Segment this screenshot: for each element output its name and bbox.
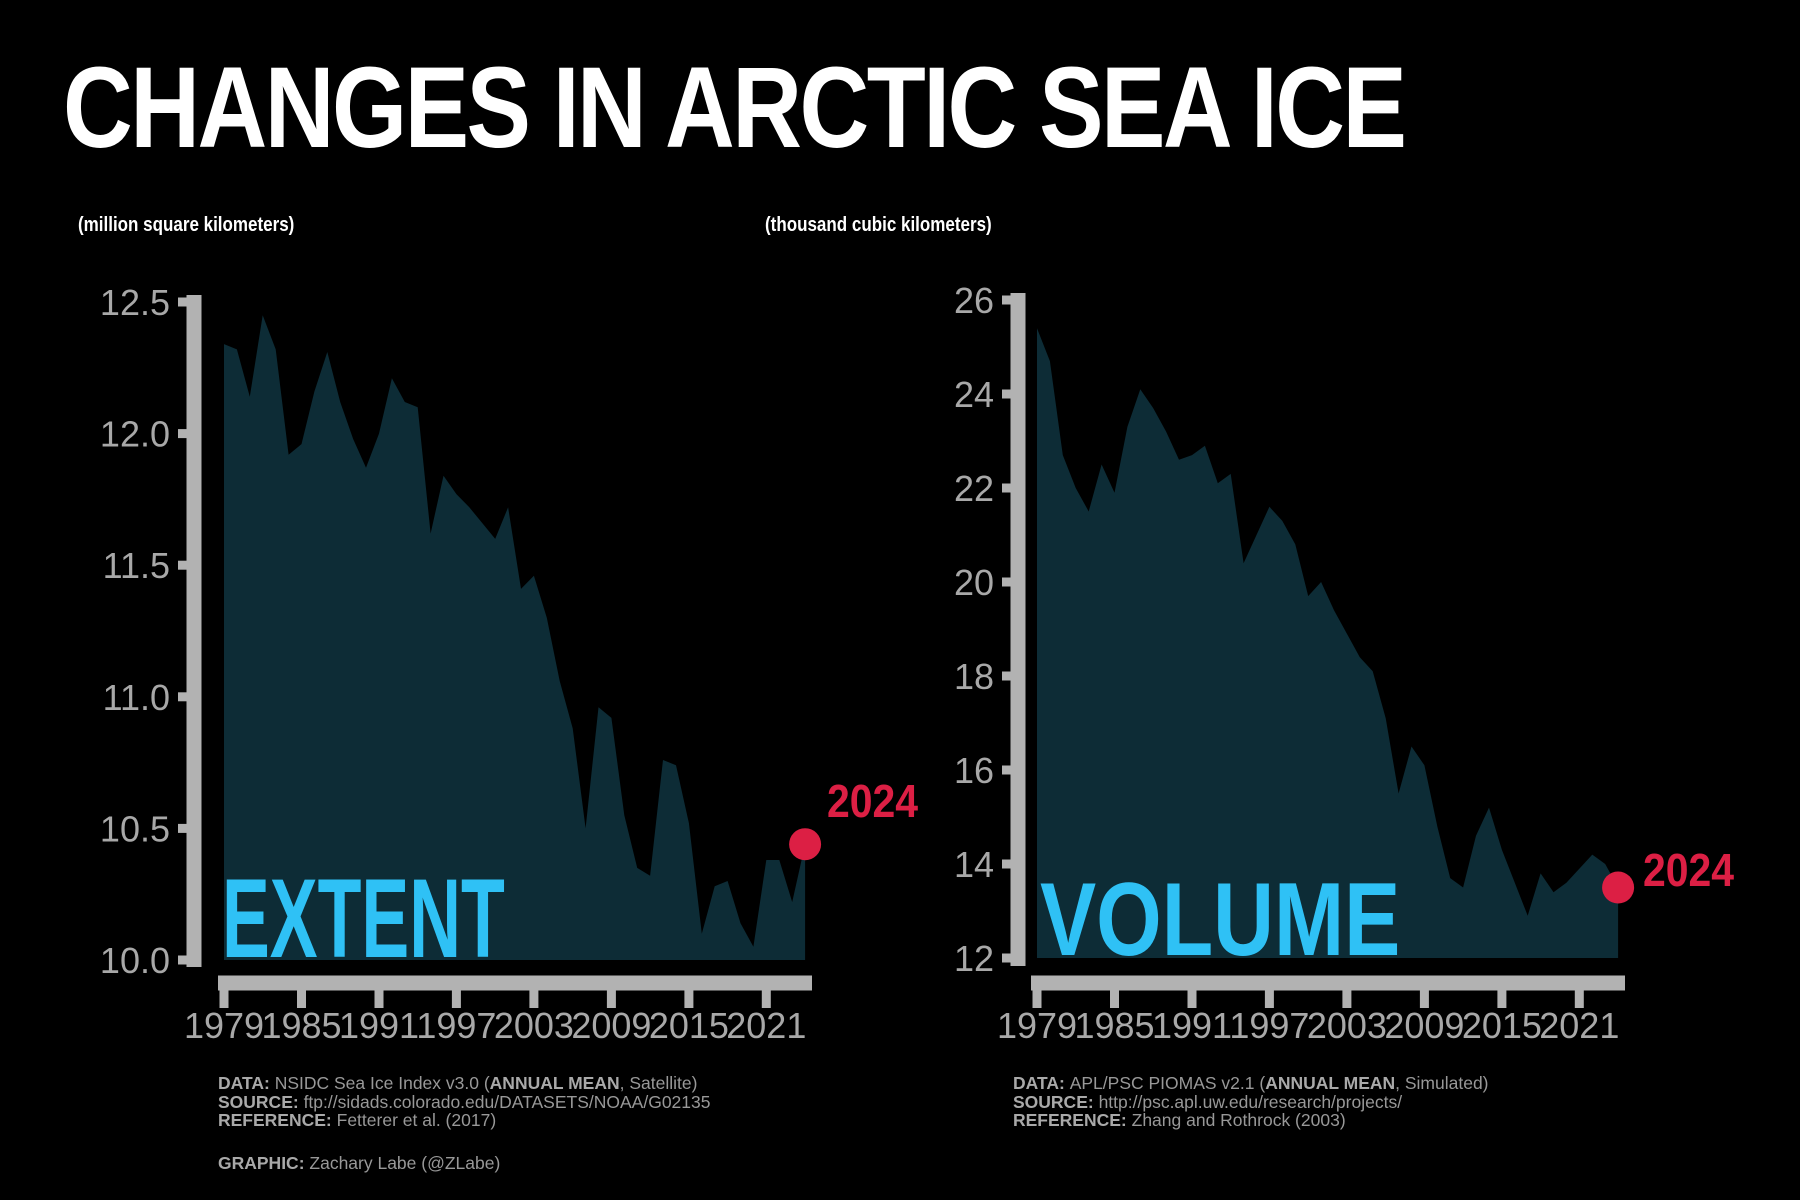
x-tick-label: 2009 xyxy=(1384,1005,1464,1046)
y-tick-label: 20 xyxy=(954,562,994,603)
extent-2024-annotation: 2024 xyxy=(827,775,919,827)
x-tick-label: 2021 xyxy=(1539,1005,1619,1046)
x-tick-label: 2015 xyxy=(1462,1005,1542,1046)
x-tick-label: 2015 xyxy=(649,1005,729,1046)
volume-2024-annotation: 2024 xyxy=(1643,844,1735,896)
x-tick-label: 1985 xyxy=(1074,1005,1154,1046)
source-note-line: SOURCE: ftp://sidads.colorado.edu/DATASE… xyxy=(218,1091,711,1112)
source-note-line: REFERENCE: Zhang and Rothrock (2003) xyxy=(1013,1110,1346,1130)
source-note-line: SOURCE: http://psc.apl.uw.edu/research/p… xyxy=(1013,1091,1403,1112)
x-tick-label: 1997 xyxy=(1229,1005,1309,1046)
y-tick-label: 18 xyxy=(954,656,994,697)
volume-chart: 26 24 22 20 18 16 14 12197919851991199720032009… xyxy=(954,280,1635,1046)
y-tick-label: 14 xyxy=(954,844,994,885)
y-tick-label: 12.0 xyxy=(100,414,170,455)
extent-source-note: DATA: NSIDC Sea Ice Index v3.0 (ANNUAL M… xyxy=(218,1074,710,1130)
y-tick-label: 11.0 xyxy=(103,677,170,718)
y-tick-label: 26 xyxy=(954,280,994,321)
x-tick-label: 1979 xyxy=(184,1005,264,1046)
volume-source-note: DATA: APL/PSC PIOMAS v2.1 (ANNUAL MEAN, … xyxy=(1013,1074,1489,1130)
volume-unit-label: (thousand cubic kilometers) xyxy=(765,214,992,236)
x-tick-label: 1991 xyxy=(1152,1005,1232,1046)
x-tick-label: 2021 xyxy=(726,1005,806,1046)
extent-label: EXTENT xyxy=(222,856,505,981)
volume-label: VOLUME xyxy=(1040,862,1401,978)
x-tick-label: 2003 xyxy=(1307,1005,1387,1046)
x-tick-label: 1985 xyxy=(261,1005,341,1046)
y-tick-label: 12 xyxy=(954,938,994,979)
extent-2024-dot xyxy=(789,828,822,861)
y-tick-label: 10.5 xyxy=(100,808,170,849)
graphic-credit: GRAPHIC: Zachary Labe (@ZLabe) xyxy=(218,1153,501,1173)
x-tick-label: 2009 xyxy=(571,1005,651,1046)
y-tick-label: 12.5 xyxy=(100,282,170,323)
source-note-line: DATA: NSIDC Sea Ice Index v3.0 (ANNUAL M… xyxy=(218,1073,698,1093)
source-note-line: REFERENCE: Fetterer et al. (2017) xyxy=(218,1110,497,1130)
x-tick-label: 1997 xyxy=(416,1005,496,1046)
x-tick-label: 2003 xyxy=(494,1005,574,1046)
y-tick-label: 10.0 xyxy=(100,940,170,981)
x-tick-label: 1979 xyxy=(997,1005,1077,1046)
extent-area-series xyxy=(224,315,806,960)
source-note-line: DATA: APL/PSC PIOMAS v2.1 (ANNUAL MEAN, … xyxy=(1013,1073,1489,1093)
extent-chart: 12.5 12.0 11.5 11.0 10.5 10.0 1979198519911997… xyxy=(100,282,822,1046)
y-tick-label: 16 xyxy=(954,750,994,791)
x-tick-label: 1991 xyxy=(339,1005,419,1046)
y-tick-label: 11.5 xyxy=(103,545,170,586)
volume-area-series xyxy=(1037,328,1619,958)
y-tick-label: 24 xyxy=(954,374,994,415)
page-title: CHANGES IN ARCTIC SEA ICE xyxy=(63,44,1407,172)
volume-2024-dot xyxy=(1602,871,1635,904)
y-tick-label: 22 xyxy=(954,468,994,509)
extent-unit-label: (million square kilometers) xyxy=(78,214,295,236)
